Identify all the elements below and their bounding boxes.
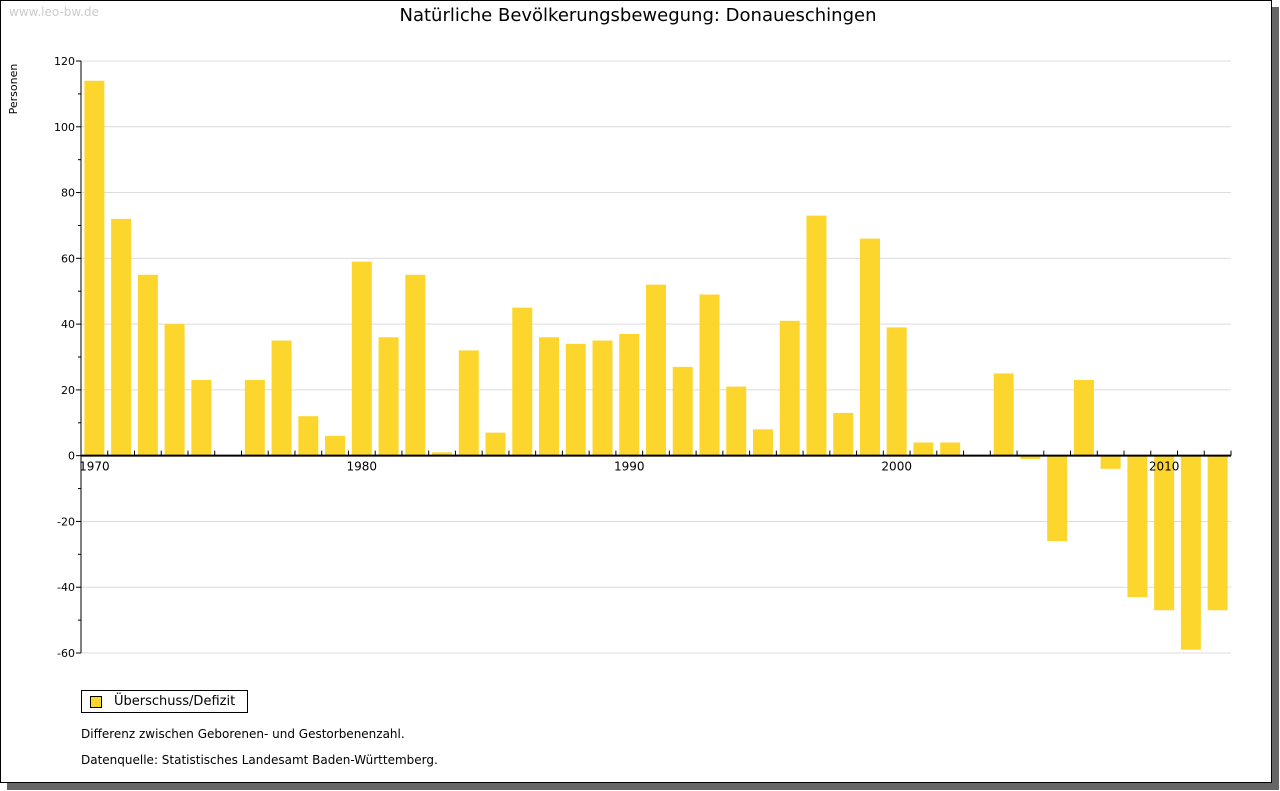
bar-1985 <box>485 432 506 456</box>
bar-1986 <box>512 307 533 456</box>
bar-1991 <box>646 284 666 456</box>
bar-2002 <box>940 442 961 456</box>
bar-1979 <box>325 435 346 456</box>
bar-2008 <box>1100 455 1121 469</box>
x-tick-label: 1990 <box>614 460 645 474</box>
bar-2006 <box>1047 455 1068 542</box>
y-tick-label: 40 <box>61 318 75 331</box>
y-tick-label: -20 <box>57 515 75 528</box>
x-tick-label: 1980 <box>347 460 378 474</box>
bar-1995 <box>752 429 773 456</box>
chart-plot: -60 -40 -20 0 20 40 60 80 100 120 Personen 1970 1980… <box>7 55 1232 660</box>
bar-1974 <box>191 380 212 456</box>
chart-title: Natürliche Bevölkerungsbewegung: Donaues… <box>399 5 877 26</box>
bar-1990 <box>619 333 640 456</box>
bar-1989 <box>592 340 613 456</box>
y-tick-label: 100 <box>54 121 75 134</box>
bar-1987 <box>539 337 560 456</box>
y-tick-label: 0 <box>68 450 75 463</box>
bar-1970 <box>84 80 105 456</box>
y-tick-label: 80 <box>61 187 75 200</box>
bar-2004 <box>993 373 1014 456</box>
y-tick-label: 20 <box>61 384 75 397</box>
bar-1980 <box>351 261 372 456</box>
x-tick-label: 1970 <box>79 460 110 474</box>
bar-1997 <box>806 215 827 456</box>
bar-1981 <box>378 337 399 456</box>
bar-2001 <box>913 442 934 456</box>
bar-1993 <box>699 294 720 456</box>
x-tick-label: 2010 <box>1149 460 1180 474</box>
y-tick-label: -40 <box>57 581 75 594</box>
bar-1988 <box>565 343 586 456</box>
bar-1971 <box>111 218 132 456</box>
bar-1996 <box>779 320 800 456</box>
bar-1992 <box>672 366 693 456</box>
bar-2010 <box>1154 455 1175 611</box>
note-description: Differenz zwischen Geborenen- und Gestor… <box>81 727 405 741</box>
bar-1976 <box>244 380 265 456</box>
bar-2011 <box>1180 455 1201 650</box>
bar-1977 <box>271 340 292 456</box>
bar-2009 <box>1127 455 1148 598</box>
bar-1994 <box>726 386 747 456</box>
bar-1978 <box>298 416 319 456</box>
y-tick-label: -60 <box>57 647 75 660</box>
bar-1982 <box>405 274 426 456</box>
bar-1973 <box>164 324 185 456</box>
y-axis-label: Personen <box>7 64 20 115</box>
bar-2012 <box>1207 455 1228 611</box>
bar-2000 <box>886 327 907 456</box>
legend-swatch <box>90 695 102 708</box>
legend: Überschuss/Defizit <box>81 690 249 713</box>
bar-1999 <box>859 238 880 456</box>
note-source: Datenquelle: Statistisches Landesamt Bad… <box>81 753 438 767</box>
bar-2007 <box>1073 380 1094 456</box>
watermark: www.leo-bw.de <box>9 5 99 19</box>
legend-label: Überschuss/Defizit <box>114 694 236 709</box>
y-tick-label: 120 <box>54 55 75 68</box>
bar-1998 <box>833 412 854 456</box>
y-tick-label: 60 <box>61 252 75 265</box>
bar-1983 <box>432 452 453 456</box>
x-tick-label: 2000 <box>881 460 912 474</box>
bar-2005 <box>1020 455 1041 459</box>
bar-1972 <box>137 274 158 456</box>
bar-1984 <box>458 350 479 456</box>
